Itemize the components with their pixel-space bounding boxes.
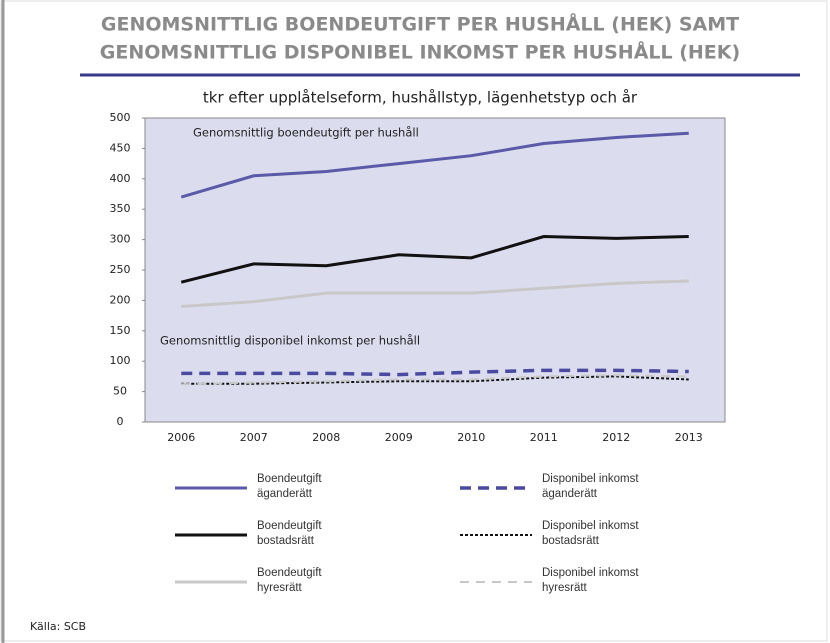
x-tick-label: 2009 [385, 431, 413, 444]
subtitle: tkr efter upplåtelseform, hushållstyp, l… [203, 89, 638, 107]
series-line [181, 279, 689, 308]
x-tick-label: 2013 [675, 431, 703, 444]
plot-area [144, 117, 726, 423]
chart-title: GENOMSNITTLIG DISPONIBEL INKOMST PER HUS… [100, 40, 740, 64]
series-line [180, 131, 689, 199]
legend-label: Boendeutgift hyresrätt [257, 567, 322, 594]
y-tick-label: 50 [113, 385, 127, 398]
x-tick-label: 2011 [530, 431, 558, 444]
x-tick-label: 2008 [312, 431, 340, 444]
x-tick-label: 2007 [240, 431, 268, 444]
y-tick-label: 0 [117, 415, 124, 428]
y-tick-label: 400 [110, 172, 131, 185]
legend-label: Disponibel inkomst bostadsrätt [542, 520, 639, 547]
y-tick-label: 250 [110, 263, 131, 276]
y-tick-label: 200 [110, 293, 131, 306]
y-tick-label: 100 [110, 354, 131, 367]
y-tick-label: 450 [110, 141, 131, 154]
series-line [180, 235, 689, 284]
y-tick-label: 350 [110, 202, 131, 215]
annotation: Genomsnittlig boendeutgift per hushåll [193, 126, 419, 140]
x-tick-label: 2012 [602, 431, 630, 444]
series-line [181, 368, 689, 377]
legend-label: Disponibel inkomst hyresrätt [542, 567, 639, 594]
y-tick-label: 500 [110, 111, 131, 124]
legend-label: Boendeutgift bostadsrätt [257, 520, 322, 547]
legend-label: Boendeutgift äganderätt [257, 473, 322, 500]
source: Källa: SCB [30, 620, 86, 633]
x-tick-label: 2010 [457, 431, 485, 444]
chart-title: GENOMSNITTLIG BOENDEUTGIFT PER HUSHÅLL (… [101, 12, 739, 36]
legend-label: Disponibel inkomst äganderätt [542, 473, 639, 500]
series-line [181, 374, 689, 386]
x-tick-label: 2006 [167, 431, 195, 444]
y-tick-label: 150 [110, 324, 131, 337]
y-tick-label: 300 [110, 233, 131, 246]
annotation: Genomsnittlig disponibel inkomst per hus… [160, 334, 420, 348]
